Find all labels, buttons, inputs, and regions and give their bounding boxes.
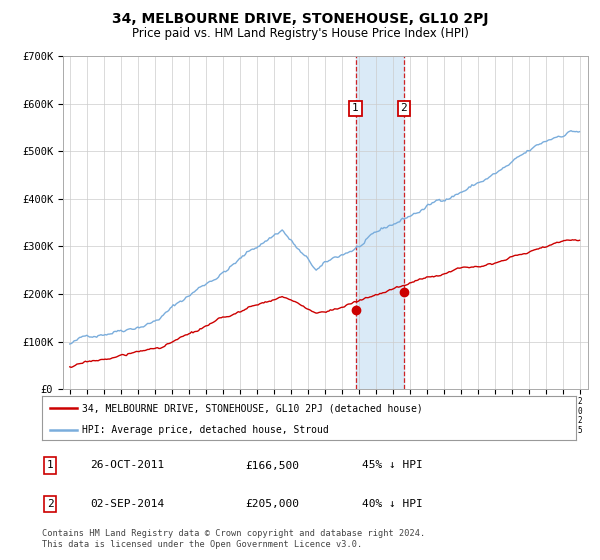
Text: 1: 1	[47, 460, 53, 470]
Text: 40% ↓ HPI: 40% ↓ HPI	[362, 498, 423, 508]
Bar	[356, 56, 404, 389]
Text: 26-OCT-2011: 26-OCT-2011	[90, 460, 164, 470]
Text: 1: 1	[352, 104, 359, 113]
Text: 34, MELBOURNE DRIVE, STONEHOUSE, GL10 2PJ (detached house): 34, MELBOURNE DRIVE, STONEHOUSE, GL10 2P…	[82, 403, 423, 413]
Text: 34, MELBOURNE DRIVE, STONEHOUSE, GL10 2PJ: 34, MELBOURNE DRIVE, STONEHOUSE, GL10 2P…	[112, 12, 488, 26]
Text: HPI: Average price, detached house, Stroud: HPI: Average price, detached house, Stro…	[82, 425, 329, 435]
Text: £205,000: £205,000	[245, 498, 299, 508]
Text: 02-SEP-2014: 02-SEP-2014	[90, 498, 164, 508]
Text: £166,500: £166,500	[245, 460, 299, 470]
Text: 2: 2	[401, 104, 407, 113]
Text: Price paid vs. HM Land Registry's House Price Index (HPI): Price paid vs. HM Land Registry's House …	[131, 27, 469, 40]
Text: Contains HM Land Registry data © Crown copyright and database right 2024.
This d: Contains HM Land Registry data © Crown c…	[42, 529, 425, 549]
Text: 45% ↓ HPI: 45% ↓ HPI	[362, 460, 423, 470]
Text: 2: 2	[47, 498, 53, 508]
